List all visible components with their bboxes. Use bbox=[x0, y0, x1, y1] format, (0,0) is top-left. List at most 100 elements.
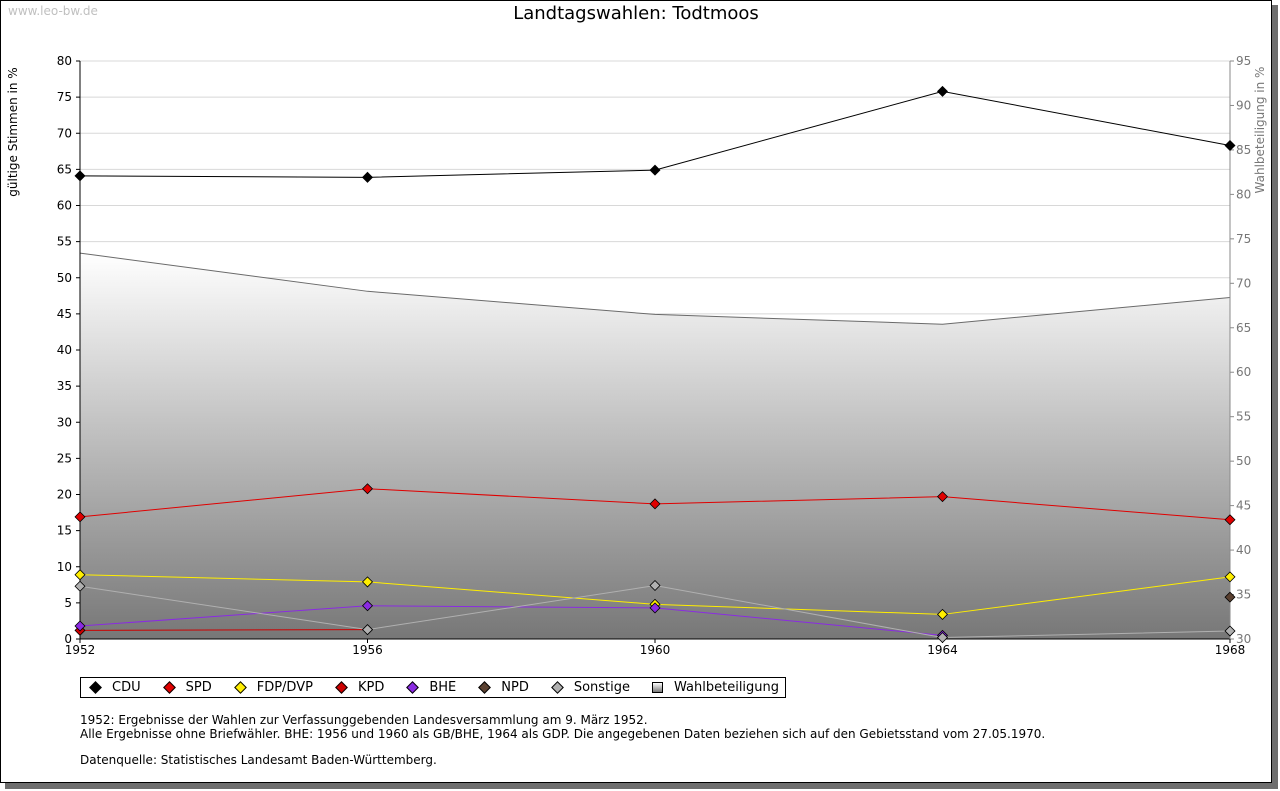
y2-tick-label: 60 bbox=[1236, 365, 1251, 379]
y2-tick-label: 90 bbox=[1236, 98, 1251, 112]
legend-marker bbox=[233, 681, 247, 694]
y-tick-label: 75 bbox=[57, 90, 72, 104]
turnout-area bbox=[79, 252, 1231, 639]
marker-fdp-dvp bbox=[74, 569, 86, 581]
footnote-2: Alle Ergebnisse ohne Briefwähler. BHE: 1… bbox=[80, 727, 1046, 741]
y-tick-label: 55 bbox=[57, 235, 72, 249]
marker-sonstige bbox=[936, 632, 949, 644]
x-tick-label: 1952 bbox=[65, 643, 96, 657]
legend-label: SPD bbox=[185, 680, 212, 695]
y2-axis-label: Wahlbeteiligung in % bbox=[1253, 67, 1267, 194]
legend-label: Wahlbeteiligung bbox=[674, 680, 780, 695]
y-tick-label: 0 bbox=[64, 632, 72, 646]
series-markers bbox=[74, 85, 1236, 644]
marker-sonstige bbox=[1224, 625, 1236, 637]
y-tick-label: 50 bbox=[57, 271, 72, 285]
legend-item-kpd: KPD bbox=[335, 680, 384, 695]
series-line-kpd bbox=[79, 629, 368, 631]
series-line-bhe bbox=[79, 605, 943, 636]
y-tick-label: 15 bbox=[57, 524, 72, 538]
marker-fdp-dvp bbox=[936, 608, 949, 620]
footnote-3: Datenquelle: Statistisches Landesamt Bad… bbox=[80, 753, 437, 767]
marker-cdu bbox=[1224, 140, 1236, 152]
legend-marker bbox=[550, 681, 564, 694]
y2-tick-label: 85 bbox=[1236, 143, 1251, 157]
marker-spd bbox=[74, 511, 86, 523]
y-tick-label: 5 bbox=[64, 596, 72, 610]
x-tick-label: 1960 bbox=[640, 643, 671, 657]
marker-sonstige bbox=[649, 580, 661, 592]
y2-tick-label: 65 bbox=[1236, 321, 1251, 335]
y-tick-label: 80 bbox=[57, 54, 72, 68]
legend-item-fdp-dvp: FDP/DVP bbox=[233, 680, 313, 695]
y-tick-label: 45 bbox=[57, 307, 72, 321]
legend-marker bbox=[89, 681, 102, 694]
axes: 0 5 10 15 20 25 30 35 40 45 50 55 60 65 70 75 80 30 35 40 45… bbox=[57, 54, 1252, 657]
y2-tick-label: 45 bbox=[1236, 499, 1251, 513]
series-line-cdu bbox=[79, 90, 1231, 178]
y-tick-label: 65 bbox=[57, 162, 72, 176]
x-tick-label: 1956 bbox=[352, 643, 383, 657]
y-tick-label: 35 bbox=[57, 379, 72, 393]
marker-cdu bbox=[649, 164, 661, 176]
legend-marker bbox=[406, 681, 420, 694]
legend-marker bbox=[335, 681, 348, 694]
legend-item-cdu: CDU bbox=[89, 680, 141, 695]
marker-spd bbox=[936, 491, 949, 503]
legend-label: BHE bbox=[429, 680, 457, 695]
y-tick-label: 10 bbox=[57, 560, 72, 574]
y-tick-label: 60 bbox=[57, 199, 72, 213]
marker-bhe bbox=[649, 602, 661, 614]
y2-tick-label: 80 bbox=[1236, 187, 1251, 201]
legend-item-sonstige: Sonstige bbox=[550, 680, 631, 695]
legend-marker bbox=[162, 681, 176, 694]
y2-tick-label: 40 bbox=[1236, 543, 1251, 557]
marker-npd bbox=[1224, 591, 1236, 603]
y-tick-label: 25 bbox=[57, 451, 72, 465]
legend-item-wahlbeteiligung: Wahlbeteiligung bbox=[652, 680, 779, 695]
legend-label: CDU bbox=[112, 680, 141, 695]
marker-bhe bbox=[74, 620, 86, 632]
legend-marker bbox=[652, 682, 664, 693]
y2-tick-label: 35 bbox=[1236, 588, 1251, 602]
y-axis-label: gültige Stimmen in % bbox=[6, 67, 20, 196]
legend-marker bbox=[478, 681, 492, 694]
legend-item-spd: SPD bbox=[162, 680, 212, 695]
marker-spd bbox=[1224, 514, 1236, 526]
y2-tick-label: 55 bbox=[1236, 410, 1251, 424]
marker-bhe bbox=[361, 600, 374, 612]
legend-label: NPD bbox=[501, 680, 529, 695]
x-tick-label: 1968 bbox=[1215, 643, 1246, 657]
turnout-line bbox=[79, 252, 1231, 325]
y2-tick-label: 30 bbox=[1236, 632, 1251, 646]
y-tick-label: 30 bbox=[57, 415, 72, 429]
frame-shadow-right bbox=[1272, 5, 1278, 789]
marker-fdp-dvp bbox=[1224, 571, 1236, 583]
legend-item-npd: NPD bbox=[478, 680, 529, 695]
marker-sonstige bbox=[74, 580, 86, 592]
marker-spd bbox=[361, 483, 374, 495]
marker-sonstige bbox=[361, 624, 374, 636]
y2-tick-label: 75 bbox=[1236, 232, 1251, 246]
marker-cdu bbox=[361, 171, 374, 183]
marker-cdu bbox=[936, 85, 949, 97]
footnote-1: 1952: Ergebnisse der Wahlen zur Verfassu… bbox=[80, 713, 648, 727]
y2-tick-label: 70 bbox=[1236, 276, 1251, 290]
chart-title: Landtagswahlen: Todtmoos bbox=[513, 3, 759, 24]
marker-cdu bbox=[74, 170, 86, 182]
y-tick-label: 20 bbox=[57, 488, 72, 502]
y2-tick-label: 95 bbox=[1236, 54, 1251, 68]
marker-spd bbox=[649, 498, 661, 510]
marker-fdp-dvp bbox=[361, 576, 374, 588]
y2-tick-label: 50 bbox=[1236, 454, 1251, 468]
legend: CDU SPD FDP/DVP KPD BHE NPD Sonstige Wahlbeteil… bbox=[80, 677, 787, 698]
line-chart: 0 5 10 15 20 25 30 35 40 45 50 55 60 65 70 75 80 30 35 40 45… bbox=[6, 54, 1267, 657]
frame-shadow-bottom bbox=[5, 783, 1278, 789]
legend-label: KPD bbox=[357, 680, 385, 695]
turnout-area-fill bbox=[80, 253, 1230, 639]
watermark: www.leo-bw.de bbox=[8, 4, 98, 18]
legend-label: Sonstige bbox=[573, 680, 631, 695]
y-tick-label: 70 bbox=[57, 126, 72, 140]
legend-item-bhe: BHE bbox=[406, 680, 456, 695]
legend-label: FDP/DVP bbox=[256, 680, 313, 695]
